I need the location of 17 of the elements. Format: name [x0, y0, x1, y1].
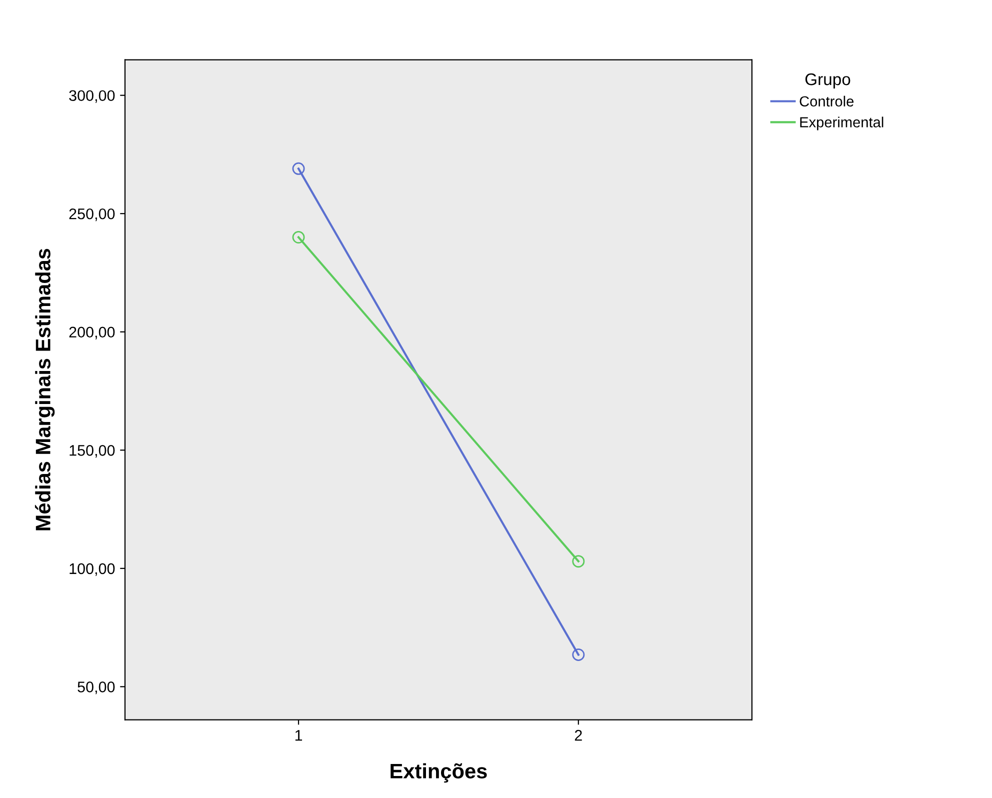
y-tick-label: 300,00	[69, 90, 115, 103]
point	[292, 231, 305, 244]
point	[572, 555, 585, 568]
legend-label: Controle	[800, 96, 854, 107]
x-axis-title: Extinções	[390, 763, 487, 783]
x-tick-label: 2	[574, 730, 582, 741]
point	[292, 162, 305, 175]
y-tick-label: 250,00	[69, 208, 115, 222]
y-axis-title: Médias Marginais Estimadas	[34, 248, 55, 530]
y-tick-label: 200,00	[69, 326, 115, 340]
y-tick-label: 150,00	[70, 445, 115, 458]
legend-label: Experimental	[800, 116, 884, 130]
legend-title: Grupo	[805, 73, 850, 89]
point	[572, 648, 585, 661]
y-tick-label: 50,00	[78, 682, 115, 694]
y-tick-label: 100,00	[70, 563, 115, 576]
x-tick-label: 1	[295, 730, 302, 741]
